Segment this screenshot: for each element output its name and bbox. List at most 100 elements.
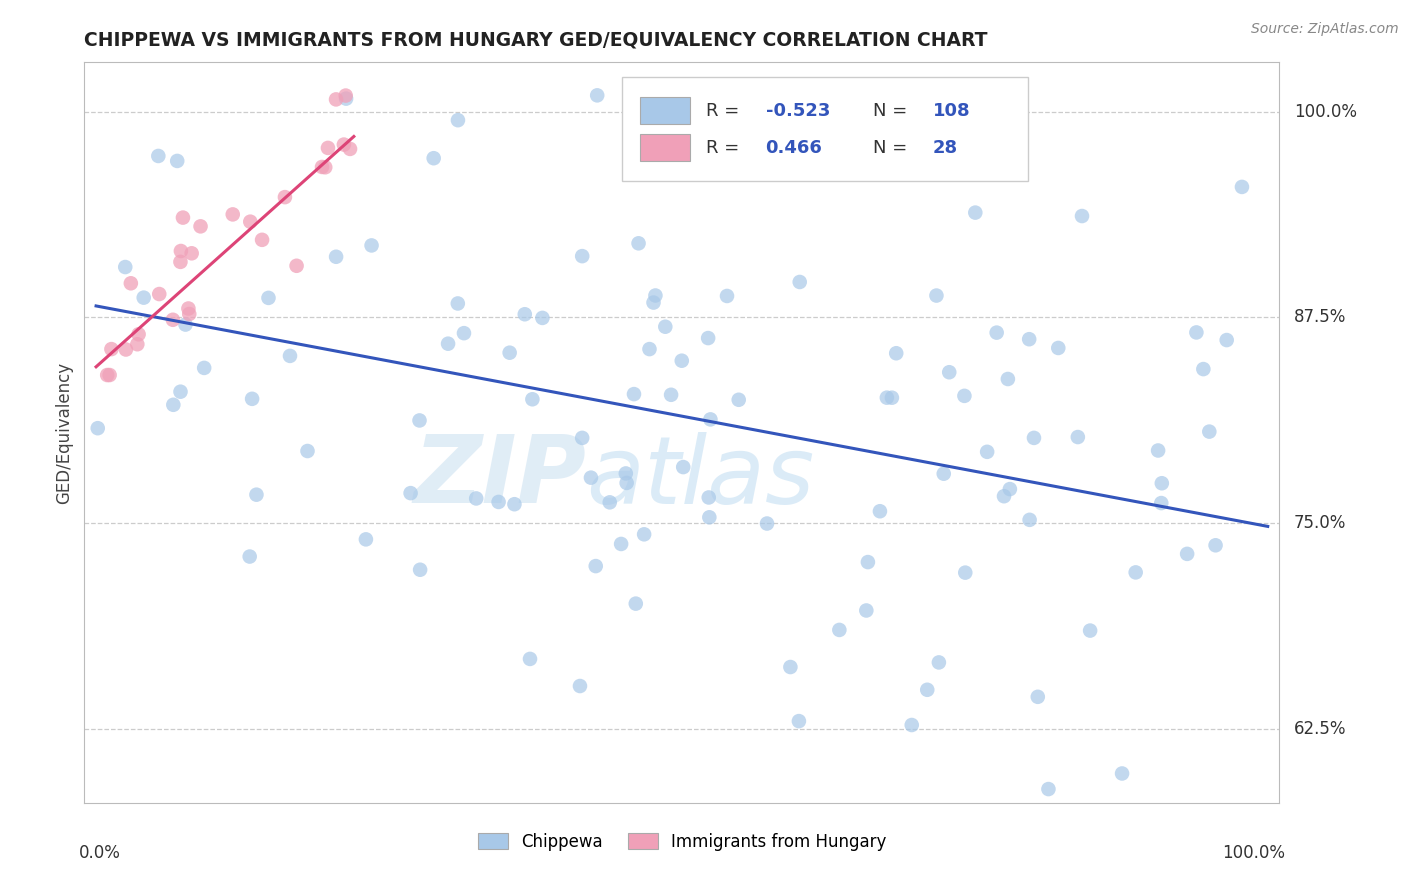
Point <box>610 537 633 551</box>
Point <box>623 387 645 401</box>
Point <box>579 470 602 484</box>
Point <box>447 296 470 310</box>
Point <box>1192 362 1215 376</box>
Point <box>697 491 720 505</box>
Point <box>339 142 361 156</box>
Text: CHIPPEWA VS IMMIGRANTS FROM HUNGARY GED/EQUIVALENCY CORRELATION CHART: CHIPPEWA VS IMMIGRANTS FROM HUNGARY GED/… <box>84 30 988 50</box>
Point <box>1047 341 1070 355</box>
Point <box>1018 332 1040 346</box>
Point <box>627 236 650 251</box>
Point <box>697 331 720 345</box>
Point <box>169 384 191 399</box>
Point <box>586 88 609 103</box>
Point <box>399 486 422 500</box>
Point <box>148 287 170 301</box>
Point <box>245 488 267 502</box>
FancyBboxPatch shape <box>640 97 690 124</box>
Point <box>993 489 1015 503</box>
Point <box>274 190 297 204</box>
Point <box>1175 547 1198 561</box>
Point <box>986 326 1008 340</box>
Y-axis label: GED/Equivalency: GED/Equivalency <box>55 361 73 504</box>
Point <box>928 656 950 670</box>
Point <box>900 718 922 732</box>
Point <box>240 392 263 406</box>
Point <box>997 372 1019 386</box>
Text: ZIP: ZIP <box>413 431 586 523</box>
Point <box>335 88 357 103</box>
Text: N =: N = <box>873 102 907 120</box>
Point <box>513 307 536 321</box>
Point <box>422 151 444 165</box>
Point <box>876 391 898 405</box>
Text: 28: 28 <box>934 138 957 157</box>
Point <box>644 288 666 302</box>
Point <box>177 301 200 316</box>
Point <box>1038 782 1060 797</box>
Point <box>100 342 122 356</box>
Point <box>925 288 948 302</box>
Point <box>1022 431 1045 445</box>
Point <box>115 343 138 357</box>
Point <box>727 392 749 407</box>
Point <box>360 238 382 252</box>
Point <box>325 250 347 264</box>
Point <box>519 652 541 666</box>
Point <box>1185 326 1208 340</box>
Point <box>1230 180 1253 194</box>
Point <box>880 391 903 405</box>
Point <box>148 149 170 163</box>
Point <box>127 337 149 351</box>
Point <box>120 277 142 291</box>
Point <box>250 233 273 247</box>
Point <box>953 389 976 403</box>
Point <box>408 413 430 427</box>
Point <box>1215 333 1237 347</box>
Point <box>699 412 721 426</box>
Point <box>571 249 593 263</box>
Legend: Chippewa, Immigrants from Hungary: Chippewa, Immigrants from Hungary <box>471 826 893 857</box>
Point <box>643 295 665 310</box>
Point <box>239 215 262 229</box>
Point <box>633 527 655 541</box>
Point <box>1018 513 1040 527</box>
Point <box>166 153 188 168</box>
Point <box>239 549 262 564</box>
Point <box>488 495 510 509</box>
Point <box>87 421 110 435</box>
Point <box>297 444 319 458</box>
Text: 100.0%: 100.0% <box>1222 844 1285 862</box>
Point <box>453 326 475 340</box>
Point <box>437 336 460 351</box>
Text: 100.0%: 100.0% <box>1294 103 1357 120</box>
Point <box>311 160 333 174</box>
Point <box>409 563 432 577</box>
Point <box>193 360 215 375</box>
Point <box>965 205 987 219</box>
Point <box>1150 476 1173 491</box>
Point <box>787 714 810 728</box>
Point <box>571 431 593 445</box>
Text: 75.0%: 75.0% <box>1294 514 1346 533</box>
Point <box>998 482 1021 496</box>
Point <box>179 307 201 321</box>
Point <box>1150 496 1173 510</box>
Text: 87.5%: 87.5% <box>1294 309 1346 326</box>
Point <box>855 603 877 617</box>
Text: 0.466: 0.466 <box>766 138 823 157</box>
Point <box>638 342 661 356</box>
Point <box>162 398 184 412</box>
Point <box>316 141 339 155</box>
Point <box>599 495 621 509</box>
Point <box>180 246 202 260</box>
Text: R =: R = <box>706 102 740 120</box>
Text: N =: N = <box>873 138 907 157</box>
Point <box>170 244 193 258</box>
Point <box>169 255 191 269</box>
Point <box>1111 766 1133 780</box>
Point <box>335 92 357 106</box>
Point <box>314 161 336 175</box>
Text: atlas: atlas <box>586 432 814 523</box>
Point <box>1026 690 1049 704</box>
Point <box>672 460 695 475</box>
